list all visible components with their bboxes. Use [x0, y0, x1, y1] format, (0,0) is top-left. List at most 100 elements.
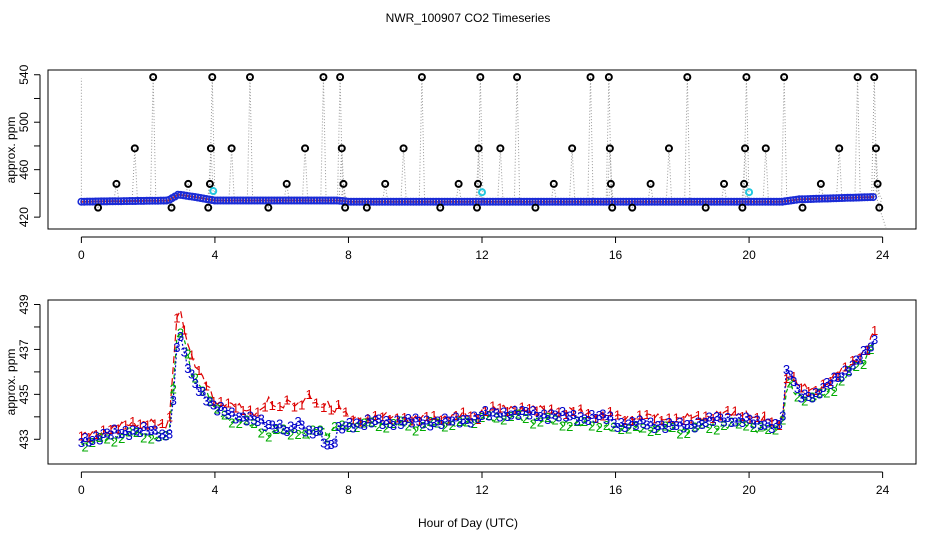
series-symbol-1: 1: [746, 412, 753, 427]
series-symbol-3: 3: [540, 407, 547, 422]
series-symbol-2: 2: [809, 389, 816, 404]
series-symbol-3: 3: [346, 415, 353, 430]
series-symbol-1: 1: [283, 393, 290, 408]
spike-point: [336, 73, 345, 82]
series-symbol-2: 2: [742, 419, 749, 434]
series-symbol-1: 1: [232, 401, 239, 416]
series-symbol-2: 2: [610, 419, 617, 434]
series-symbol-3: 3: [717, 410, 724, 425]
series-symbol-3: 3: [640, 416, 647, 431]
series-symbol-1: 1: [856, 350, 863, 365]
series-symbol-1: 1: [239, 403, 246, 418]
series-symbol-3: 3: [493, 405, 500, 420]
series-symbol-3: 3: [302, 425, 309, 440]
series-symbol-2: 2: [823, 385, 830, 400]
series-symbol-3: 3: [173, 340, 180, 355]
series-symbol-2: 2: [831, 384, 838, 399]
series-symbol-3: 3: [206, 395, 213, 410]
series-symbol-1: 1: [621, 413, 628, 428]
series-symbol-2: 2: [375, 419, 382, 434]
series-symbol-3: 3: [816, 387, 823, 402]
series-symbol-1: 1: [724, 403, 731, 418]
series-symbol-1: 1: [210, 394, 217, 409]
series-symbol-3: 3: [864, 342, 871, 357]
series-symbol-1: 1: [709, 411, 716, 426]
y-tick-label: 540: [17, 64, 31, 84]
series-symbol-3: 3: [254, 414, 261, 429]
spike-point: [875, 203, 884, 212]
series-symbol-2: 2: [654, 423, 661, 438]
series-symbol-1: 1: [827, 374, 834, 389]
series-symbol-3: 3: [610, 416, 617, 431]
series-symbol-1: 1: [364, 411, 371, 426]
series-symbol-3: 3: [166, 427, 173, 442]
spike-point: [205, 179, 214, 188]
series-symbol-3: 3: [364, 412, 371, 427]
data-point: [588, 197, 597, 206]
series-symbol-3: 3: [111, 422, 118, 437]
spike-point: [208, 73, 217, 82]
series-symbol-3: 3: [698, 417, 705, 432]
spike-line: [684, 77, 688, 202]
series-symbol-1: 1: [798, 381, 805, 396]
series-symbol-3: 3: [761, 418, 768, 433]
spike-line: [149, 77, 154, 201]
series-symbol-2: 2: [170, 382, 177, 397]
x-tick-label: 0: [78, 483, 85, 497]
series-symbol-3: 3: [136, 425, 143, 440]
series-symbol-3: 3: [272, 421, 279, 436]
series-symbol-3: 3: [581, 411, 588, 426]
series-symbol-3: 3: [100, 426, 107, 441]
series-symbol-3: 3: [114, 427, 121, 442]
series-symbol-1: 1: [717, 409, 724, 424]
series-symbol-3: 3: [860, 343, 867, 358]
series-symbol-1: 1: [394, 410, 401, 425]
series-symbol-3: 3: [709, 414, 716, 429]
spike-line: [838, 148, 843, 199]
x-axis: 0 4 8 12 16 20 24: [78, 236, 890, 262]
series-symbol-2: 2: [573, 414, 580, 429]
series-symbol-2: 2: [412, 423, 419, 438]
series-symbol-3: 3: [258, 411, 265, 426]
series-lines: [80, 308, 876, 448]
series-symbol-3: 3: [225, 407, 232, 422]
series-symbol-1: 1: [401, 410, 408, 425]
spike-point: [531, 203, 540, 212]
spike-point: [873, 179, 882, 188]
spike-point: [608, 203, 617, 212]
series-symbol-2: 2: [603, 418, 610, 433]
series-symbol-3: 3: [430, 415, 437, 430]
spike-line: [246, 77, 251, 201]
series-symbol-3: 3: [753, 413, 760, 428]
series-symbol-3: 3: [801, 386, 808, 401]
series-symbol-1: 1: [577, 402, 584, 417]
chart-title: NWR_100907 CO2 Timeseries: [386, 11, 551, 25]
spike-point: [454, 179, 463, 188]
series-symbol-3: 3: [372, 413, 379, 428]
series-symbol-3: 3: [148, 423, 155, 438]
series-symbol-1: 1: [379, 410, 386, 425]
series-symbol-3: 3: [735, 411, 742, 426]
data-point: [256, 196, 265, 205]
series-symbol-1: 1: [834, 369, 841, 384]
series-symbol-3: 3: [515, 408, 522, 423]
x-tick-label: 8: [345, 483, 352, 497]
series-symbol-1: 1: [460, 404, 467, 419]
x-tick-label: 4: [212, 248, 219, 262]
y-tick-label: 460: [17, 159, 31, 179]
y-axis: 433 435 437 439: [17, 294, 41, 449]
y-axis-label: approx. ppm: [4, 349, 18, 416]
spike-line: [516, 77, 521, 202]
series-symbol-3: 3: [291, 421, 298, 436]
series-symbol-2: 2: [493, 411, 500, 426]
data-point: [83, 197, 92, 206]
series-symbol-2: 2: [596, 420, 603, 435]
spike-line: [211, 77, 216, 201]
series-symbol-3: 3: [162, 428, 169, 443]
spike-line: [341, 148, 345, 201]
series-symbol-1: 1: [489, 399, 496, 414]
series-symbol-3: 3: [555, 409, 562, 424]
series-symbol-2: 2: [103, 432, 110, 447]
spike-line: [228, 148, 233, 201]
